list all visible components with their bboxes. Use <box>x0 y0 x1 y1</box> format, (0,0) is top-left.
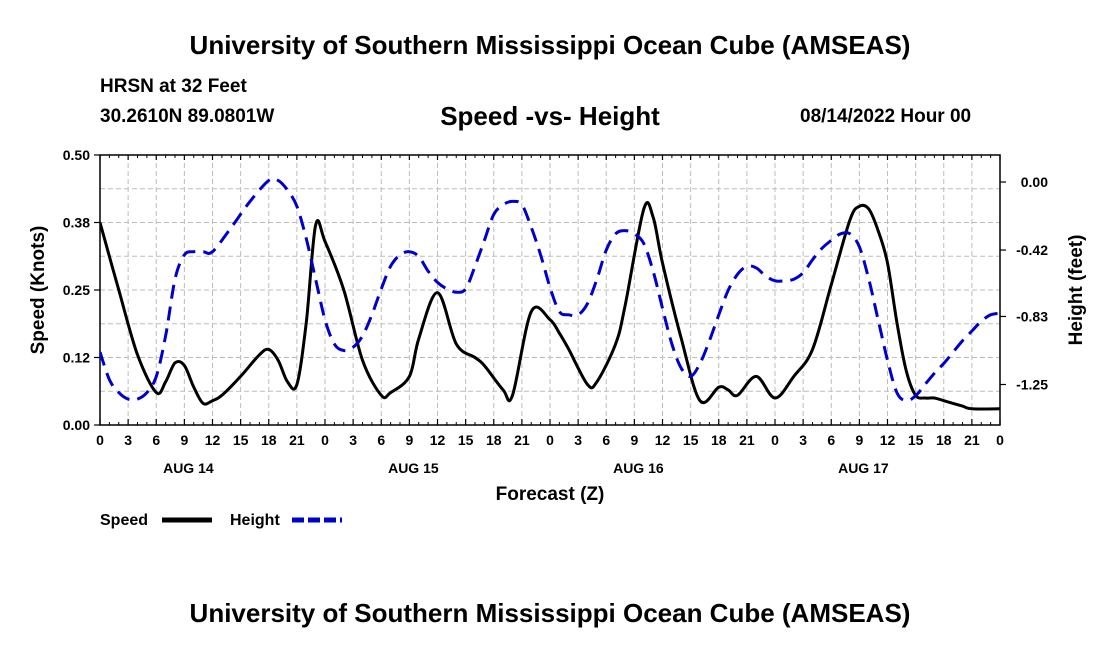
legend-label-speed: Speed <box>100 512 148 529</box>
x-axis-title: Forecast (Z) <box>496 484 605 505</box>
x-tick-label: 9 <box>630 432 638 448</box>
x-tick-label: 18 <box>711 432 727 448</box>
x-tick-label: 15 <box>683 432 699 448</box>
x-tick-label: 18 <box>261 432 277 448</box>
y-tick-label: 0.25 <box>63 282 90 298</box>
x-tick-label: 6 <box>827 432 835 448</box>
x-tick-label: 12 <box>430 432 446 448</box>
chart-subtitle: Speed -vs- Height <box>440 101 660 131</box>
x-tick-label: 3 <box>349 432 357 448</box>
station-label: HRSN at 32 Feet <box>100 76 247 97</box>
x-tick-label: 21 <box>964 432 980 448</box>
y2-tick-label: -1.25 <box>1016 377 1048 393</box>
x-tick-label: 6 <box>152 432 160 448</box>
series-line-speed <box>100 201 1000 411</box>
station-coordinates: 30.2610N 89.0801W <box>100 106 275 127</box>
day-label: AUG 15 <box>388 460 439 476</box>
day-label: AUG 17 <box>838 460 889 476</box>
x-tick-label: 15 <box>458 432 474 448</box>
footer-title: University of Southern Mississippi Ocean… <box>189 598 911 628</box>
x-tick-label: 9 <box>405 432 413 448</box>
x-tick-label: 12 <box>655 432 671 448</box>
x-tick-label: 0 <box>771 432 779 448</box>
x-tick-label: 6 <box>377 432 385 448</box>
legend-label-height: Height <box>230 512 280 529</box>
day-label: AUG 16 <box>613 460 664 476</box>
x-tick-label: 3 <box>124 432 132 448</box>
x-tick-label: 21 <box>289 432 305 448</box>
y-tick-label: 0.12 <box>63 350 90 366</box>
y-axis-title: Speed (Knots) <box>28 226 49 355</box>
x-tick-label: 21 <box>514 432 530 448</box>
y2-tick-label: -0.83 <box>1016 308 1048 324</box>
x-tick-label: 12 <box>880 432 896 448</box>
x-tick-label: 9 <box>180 432 188 448</box>
x-tick-label: 6 <box>602 432 610 448</box>
x-tick-label: 15 <box>908 432 924 448</box>
forecast-datetime: 08/14/2022 Hour 00 <box>800 106 972 127</box>
x-tick-label: 18 <box>936 432 952 448</box>
x-tick-label: 0 <box>996 432 1004 448</box>
x-tick-label: 0 <box>546 432 554 448</box>
day-label: AUG 14 <box>163 460 214 476</box>
x-tick-label: 3 <box>799 432 807 448</box>
x-tick-label: 0 <box>321 432 329 448</box>
y-tick-label: 0.00 <box>63 417 90 433</box>
x-tick-label: 12 <box>205 432 221 448</box>
x-tick-label: 9 <box>855 432 863 448</box>
y2-tick-label: 0.00 <box>1021 174 1048 190</box>
x-tick-label: 0 <box>96 432 104 448</box>
y-tick-label: 0.50 <box>63 147 90 163</box>
x-tick-label: 15 <box>233 432 249 448</box>
y-tick-label: 0.38 <box>63 215 90 231</box>
series-line-height <box>100 176 1000 403</box>
x-tick-label: 21 <box>739 432 755 448</box>
y2-axis-title: Height (feet) <box>1066 235 1087 346</box>
page-title: University of Southern Mississippi Ocean… <box>189 30 911 60</box>
y2-tick-label: -0.42 <box>1016 242 1048 258</box>
x-tick-label: 3 <box>574 432 582 448</box>
x-tick-label: 18 <box>486 432 502 448</box>
